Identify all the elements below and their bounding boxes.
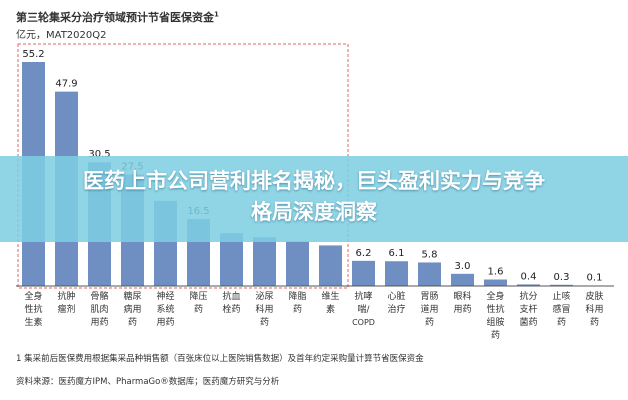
category-label-2: 抗肿瘤剂 <box>57 290 75 315</box>
category-label-16: 抗分支杆菌药 <box>519 290 537 328</box>
bar-14 <box>451 273 474 286</box>
category-label-14: 眼科用药 <box>453 290 471 315</box>
value-label-12: 6.1 <box>389 248 405 259</box>
category-label-10: 维生素 <box>321 290 339 315</box>
category-label-8: 泌尿科用药 <box>255 290 273 328</box>
bar-15 <box>484 279 507 286</box>
source-note: 资料来源：医药魔方IPM、PharmaGo®数据库；医药魔方研究与分析 <box>16 377 280 387</box>
bar-13 <box>418 262 441 286</box>
category-label-12: 心脏治疗 <box>387 290 405 315</box>
category-label-3: 骨骼肌肉用药 <box>90 290 108 328</box>
chart-title: 第三轮集采分治疗领域预计节省医保资金1 <box>16 10 219 24</box>
headline-banner[interactable]: 医药上市公司营利排名揭秘，巨头盈利实力与竞争 格局深度洞察 <box>0 156 628 242</box>
value-label-14: 3.0 <box>455 261 471 272</box>
bar-8 <box>253 237 276 286</box>
category-label-13: 胃肠道用药 <box>420 291 438 328</box>
category-label-7: 抗血栓药 <box>222 290 240 315</box>
category-label-5: 神经系统用药 <box>156 290 174 328</box>
value-label-16: 0.4 <box>521 271 537 282</box>
category-label-15: 全身性抗组胺药 <box>486 290 504 341</box>
value-label-1: 55.2 <box>22 49 44 60</box>
bar-9 <box>286 241 309 286</box>
category-label-17: 止咳感冒药 <box>552 290 570 328</box>
category-label-9: 降脂药 <box>288 290 306 315</box>
category-labels: 全身性抗生素抗肿瘤剂骨骼肌肉用药糖尿病用药神经系统用药降压药抗血栓药泌尿科用药降… <box>24 290 603 341</box>
category-label-11: 抗哮喘/COPD <box>352 290 375 327</box>
footnote: 1 集采前后医保费用根据集采品种销售额（百张床位以上医院销售数据）及首年约定采购… <box>16 354 424 364</box>
bar-11 <box>352 260 375 286</box>
category-label-6: 降压药 <box>189 290 207 315</box>
value-label-13: 5.8 <box>422 249 438 260</box>
headline-line-1: 医药上市公司营利排名揭秘，巨头盈利实力与竞争 <box>83 169 545 193</box>
bar-17 <box>550 284 573 286</box>
bar-10 <box>319 245 342 286</box>
value-label-17: 0.3 <box>554 272 570 283</box>
category-label-18: 皮肤科用药 <box>585 290 603 328</box>
value-label-11: 6.2 <box>356 248 372 259</box>
headline-text[interactable]: 医药上市公司营利排名揭秘，巨头盈利实力与竞争 格局深度洞察 <box>24 166 604 228</box>
headline-line-2: 格局深度洞察 <box>251 200 377 224</box>
bar-12 <box>385 261 408 286</box>
value-label-2: 47.9 <box>55 79 77 90</box>
category-label-4: 糖尿病用药 <box>123 290 141 328</box>
chart-unit-label: 亿元，MAT2020Q2 <box>16 30 107 41</box>
value-label-3: 30.5 <box>88 149 110 160</box>
value-label-18: 0.1 <box>587 273 603 284</box>
value-label-15: 1.6 <box>488 267 504 278</box>
bar-16 <box>517 284 540 286</box>
category-label-1: 全身性抗生素 <box>24 290 42 328</box>
bar-7 <box>220 233 243 286</box>
